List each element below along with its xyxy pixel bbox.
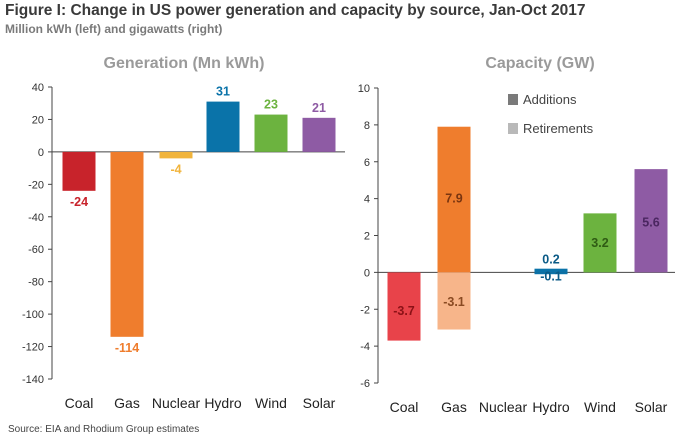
generation-data-label-nuclear: -4 — [170, 162, 181, 176]
generation-bar-wind — [254, 114, 288, 152]
generation-y-tick-label: -60 — [28, 244, 44, 256]
capacity-data-label-hydro-additions: 0.2 — [542, 252, 559, 266]
capacity-additions-bar-gas — [437, 126, 471, 273]
capacity-data-label-solar-additions: 5.6 — [642, 216, 659, 230]
legend-swatch-additions — [508, 94, 518, 105]
generation-category-label: Solar — [303, 395, 336, 411]
generation-category-label: Hydro — [204, 395, 242, 411]
generation-bar-solar — [302, 117, 336, 152]
figure-subtitle: Million kWh (left) and gigawatts (right) — [5, 22, 223, 36]
capacity-retirements-bar-gas — [437, 272, 471, 330]
capacity-category-label: Hydro — [532, 399, 570, 415]
generation-y-tick-label: -80 — [28, 277, 44, 289]
capacity-data-label-gas-additions: 7.9 — [445, 192, 462, 206]
generation-data-label-solar: 21 — [312, 101, 326, 115]
generation-category-label: Nuclear — [152, 395, 201, 411]
capacity-y-tick-label: 10 — [358, 83, 370, 95]
generation-y-tick-label: 20 — [32, 114, 44, 126]
capacity-additions-bar-solar — [634, 169, 668, 273]
generation-data-label-wind: 23 — [264, 98, 278, 112]
capacity-category-label: Nuclear — [479, 399, 528, 415]
generation-y-tick-label: 40 — [32, 82, 44, 94]
capacity-panel-title: Capacity (GW) — [485, 55, 594, 72]
capacity-y-tick-label: -6 — [360, 378, 370, 390]
generation-y-tick-label: -120 — [22, 342, 44, 354]
capacity-y-tick-label: 6 — [364, 157, 370, 169]
legend-label-additions: Additions — [523, 92, 577, 107]
capacity-y-tick-label: 0 — [364, 267, 370, 279]
capacity-y-tick-label: -4 — [360, 341, 370, 353]
generation-bar-gas — [110, 151, 144, 337]
capacity-data-label-hydro-retirements: -0.1 — [540, 269, 562, 283]
generation-category-label: Gas — [114, 395, 140, 411]
legend-swatch-retirements — [508, 123, 518, 134]
capacity-y-tick-label: 4 — [364, 194, 370, 206]
capacity-additions-bar-hydro — [534, 268, 568, 273]
capacity-category-label: Coal — [390, 399, 419, 415]
figure-source: Source: EIA and Rhodium Group estimates — [8, 424, 200, 435]
capacity-y-tick-label: -2 — [360, 304, 370, 316]
capacity-data-label-coal-retirements: -3.7 — [393, 304, 415, 318]
generation-y-tick-label: -140 — [22, 374, 44, 386]
capacity-additions-bar-wind — [583, 213, 617, 273]
figure-title: Figure I: Change in US power generation … — [5, 2, 586, 19]
capacity-category-label: Solar — [635, 399, 668, 415]
generation-data-label-gas: -114 — [115, 341, 139, 355]
generation-y-tick-label: -100 — [22, 309, 44, 321]
generation-bar-coal — [62, 151, 96, 191]
generation-data-label-coal: -24 — [70, 195, 88, 209]
generation-y-tick-label: 0 — [38, 147, 44, 159]
generation-category-label: Wind — [255, 395, 287, 411]
generation-y-tick-label: -20 — [28, 179, 44, 191]
capacity-category-label: Wind — [584, 399, 616, 415]
capacity-data-label-gas-retirements: -3.1 — [443, 295, 465, 309]
capacity-category-label: Gas — [441, 399, 467, 415]
capacity-data-label-wind-additions: 3.2 — [591, 236, 608, 250]
generation-panel-title: Generation (Mn kWh) — [104, 55, 265, 72]
generation-bar-nuclear — [159, 151, 193, 159]
generation-data-label-hydro: 31 — [216, 85, 230, 99]
generation-category-label: Coal — [65, 395, 94, 411]
capacity-y-tick-label: 8 — [364, 120, 370, 132]
generation-bar-hydro — [206, 101, 240, 152]
capacity-retirements-bar-coal — [387, 272, 421, 341]
legend-label-retirements: Retirements — [523, 121, 594, 136]
generation-y-tick-label: -40 — [28, 212, 44, 224]
capacity-retirements-bar-hydro — [534, 272, 568, 275]
capacity-y-tick-label: 2 — [364, 231, 370, 243]
